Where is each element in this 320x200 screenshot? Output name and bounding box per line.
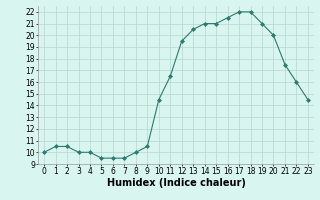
X-axis label: Humidex (Indice chaleur): Humidex (Indice chaleur) <box>107 178 245 188</box>
